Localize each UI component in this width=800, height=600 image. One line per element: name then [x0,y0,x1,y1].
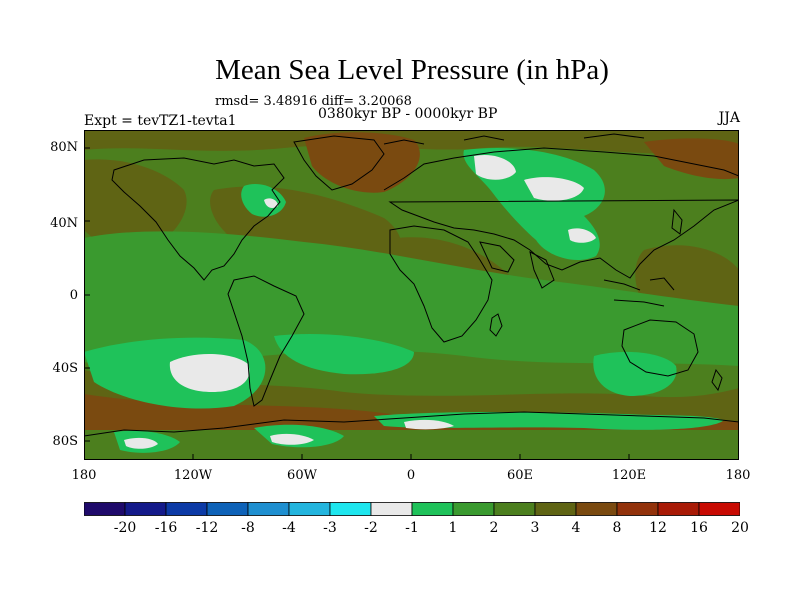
lon-label: 60W [287,468,317,483]
colorbar-label: 20 [731,520,749,536]
colorbar-label: 4 [571,520,581,536]
lat-label: 40S [52,361,78,376]
colorbar-swatch [370,502,413,516]
colorbar-swatch [493,502,536,516]
lon-label: 180 [71,468,97,483]
lat-label: 40N [50,216,78,231]
field-band-neg1-1 [524,177,584,201]
field-band-neg1-1 [568,228,596,243]
field-band-neg1-1 [270,433,314,445]
colorbar-swatch [657,502,700,516]
field-band-neg1-1 [169,353,250,392]
field-band-neg1-1 [264,198,278,208]
colorbar-label: -16 [154,520,178,536]
chart-title: Mean Sea Level Pressure (in hPa) [215,54,609,86]
colorbar-swatch [247,502,290,516]
colorbar-label: -4 [282,520,296,536]
colorbar-label: -12 [195,520,219,536]
field-band-neg1-1 [124,437,158,449]
colorbar-swatch [329,502,372,516]
colorbar-swatch [452,502,495,516]
colorbar-label: -8 [241,520,255,536]
field-band-4-8 [84,159,187,252]
field-band-8-12 [304,132,420,193]
stats-label: rmsd= 3.48916 diff= 3.20068 [215,94,412,109]
colorbar-swatch [165,502,208,516]
field-band-2-3 [84,231,739,366]
lat-label: 0 [69,288,78,303]
colorbar-label: 3 [530,520,540,536]
colorbar-swatch [575,502,618,516]
lon-label: 180 [725,468,751,483]
field-band-1-2 [593,351,677,396]
field-band-neg1-1 [404,419,454,430]
colorbar-label: -2 [364,520,378,536]
pressure-map [84,130,739,460]
field-band-1-2 [374,412,724,430]
colorbar-label: 1 [448,520,458,536]
colorbar-label: 8 [612,520,622,536]
colorbar-label: -3 [323,520,337,536]
lat-label: 80S [52,434,78,449]
field-band-1-2 [274,333,414,375]
colorbar-label: 12 [649,520,667,536]
colorbar-swatch [288,502,331,516]
colorbar-swatch [124,502,167,516]
colorbar-swatch [206,502,249,516]
colorbar-swatch [698,502,740,516]
field-band-neg1-1 [474,154,516,180]
field-band-8-12 [644,138,739,180]
experiment-label: Expt = tevTZ1-tevta1 [84,113,237,129]
axis-ticks [84,147,630,460]
colorbar-label: 2 [489,520,499,536]
lon-label: 0 [406,468,416,483]
season-label: JJA [718,110,740,126]
colorbar-swatch [84,502,126,516]
colorbar-label: -20 [113,520,137,536]
colorbar-swatch [534,502,577,516]
colorbar-swatch [411,502,454,516]
lon-label: 120W [173,468,213,483]
lon-label: 60E [506,468,534,483]
lat-label: 80N [50,140,78,155]
coastlines [84,133,739,437]
colorbar-label: -1 [405,520,419,536]
colorbar-swatch [616,502,659,516]
colorbar [84,502,740,516]
colorbar-label: 16 [690,520,708,536]
period-label: 0380kyr BP - 0000kyr BP [318,106,498,122]
lon-label: 120E [611,468,647,483]
